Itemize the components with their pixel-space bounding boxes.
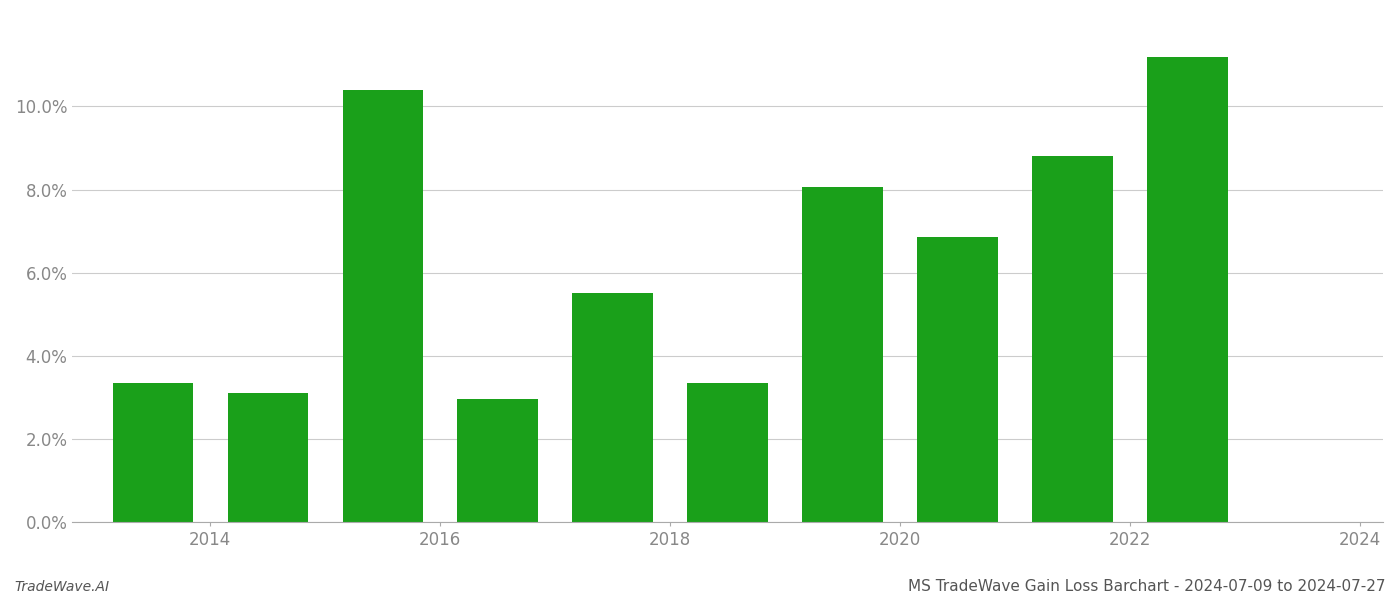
Bar — [458, 400, 538, 522]
Bar — [573, 293, 652, 522]
Bar — [1147, 56, 1228, 522]
Bar — [802, 187, 883, 522]
Text: MS TradeWave Gain Loss Barchart - 2024-07-09 to 2024-07-27: MS TradeWave Gain Loss Barchart - 2024-0… — [909, 579, 1386, 594]
Bar — [112, 383, 193, 522]
Bar — [228, 393, 308, 522]
Text: TradeWave.AI: TradeWave.AI — [14, 580, 109, 594]
Bar — [1032, 156, 1113, 522]
Bar — [917, 238, 998, 522]
Bar — [687, 383, 767, 522]
Bar — [343, 90, 423, 522]
